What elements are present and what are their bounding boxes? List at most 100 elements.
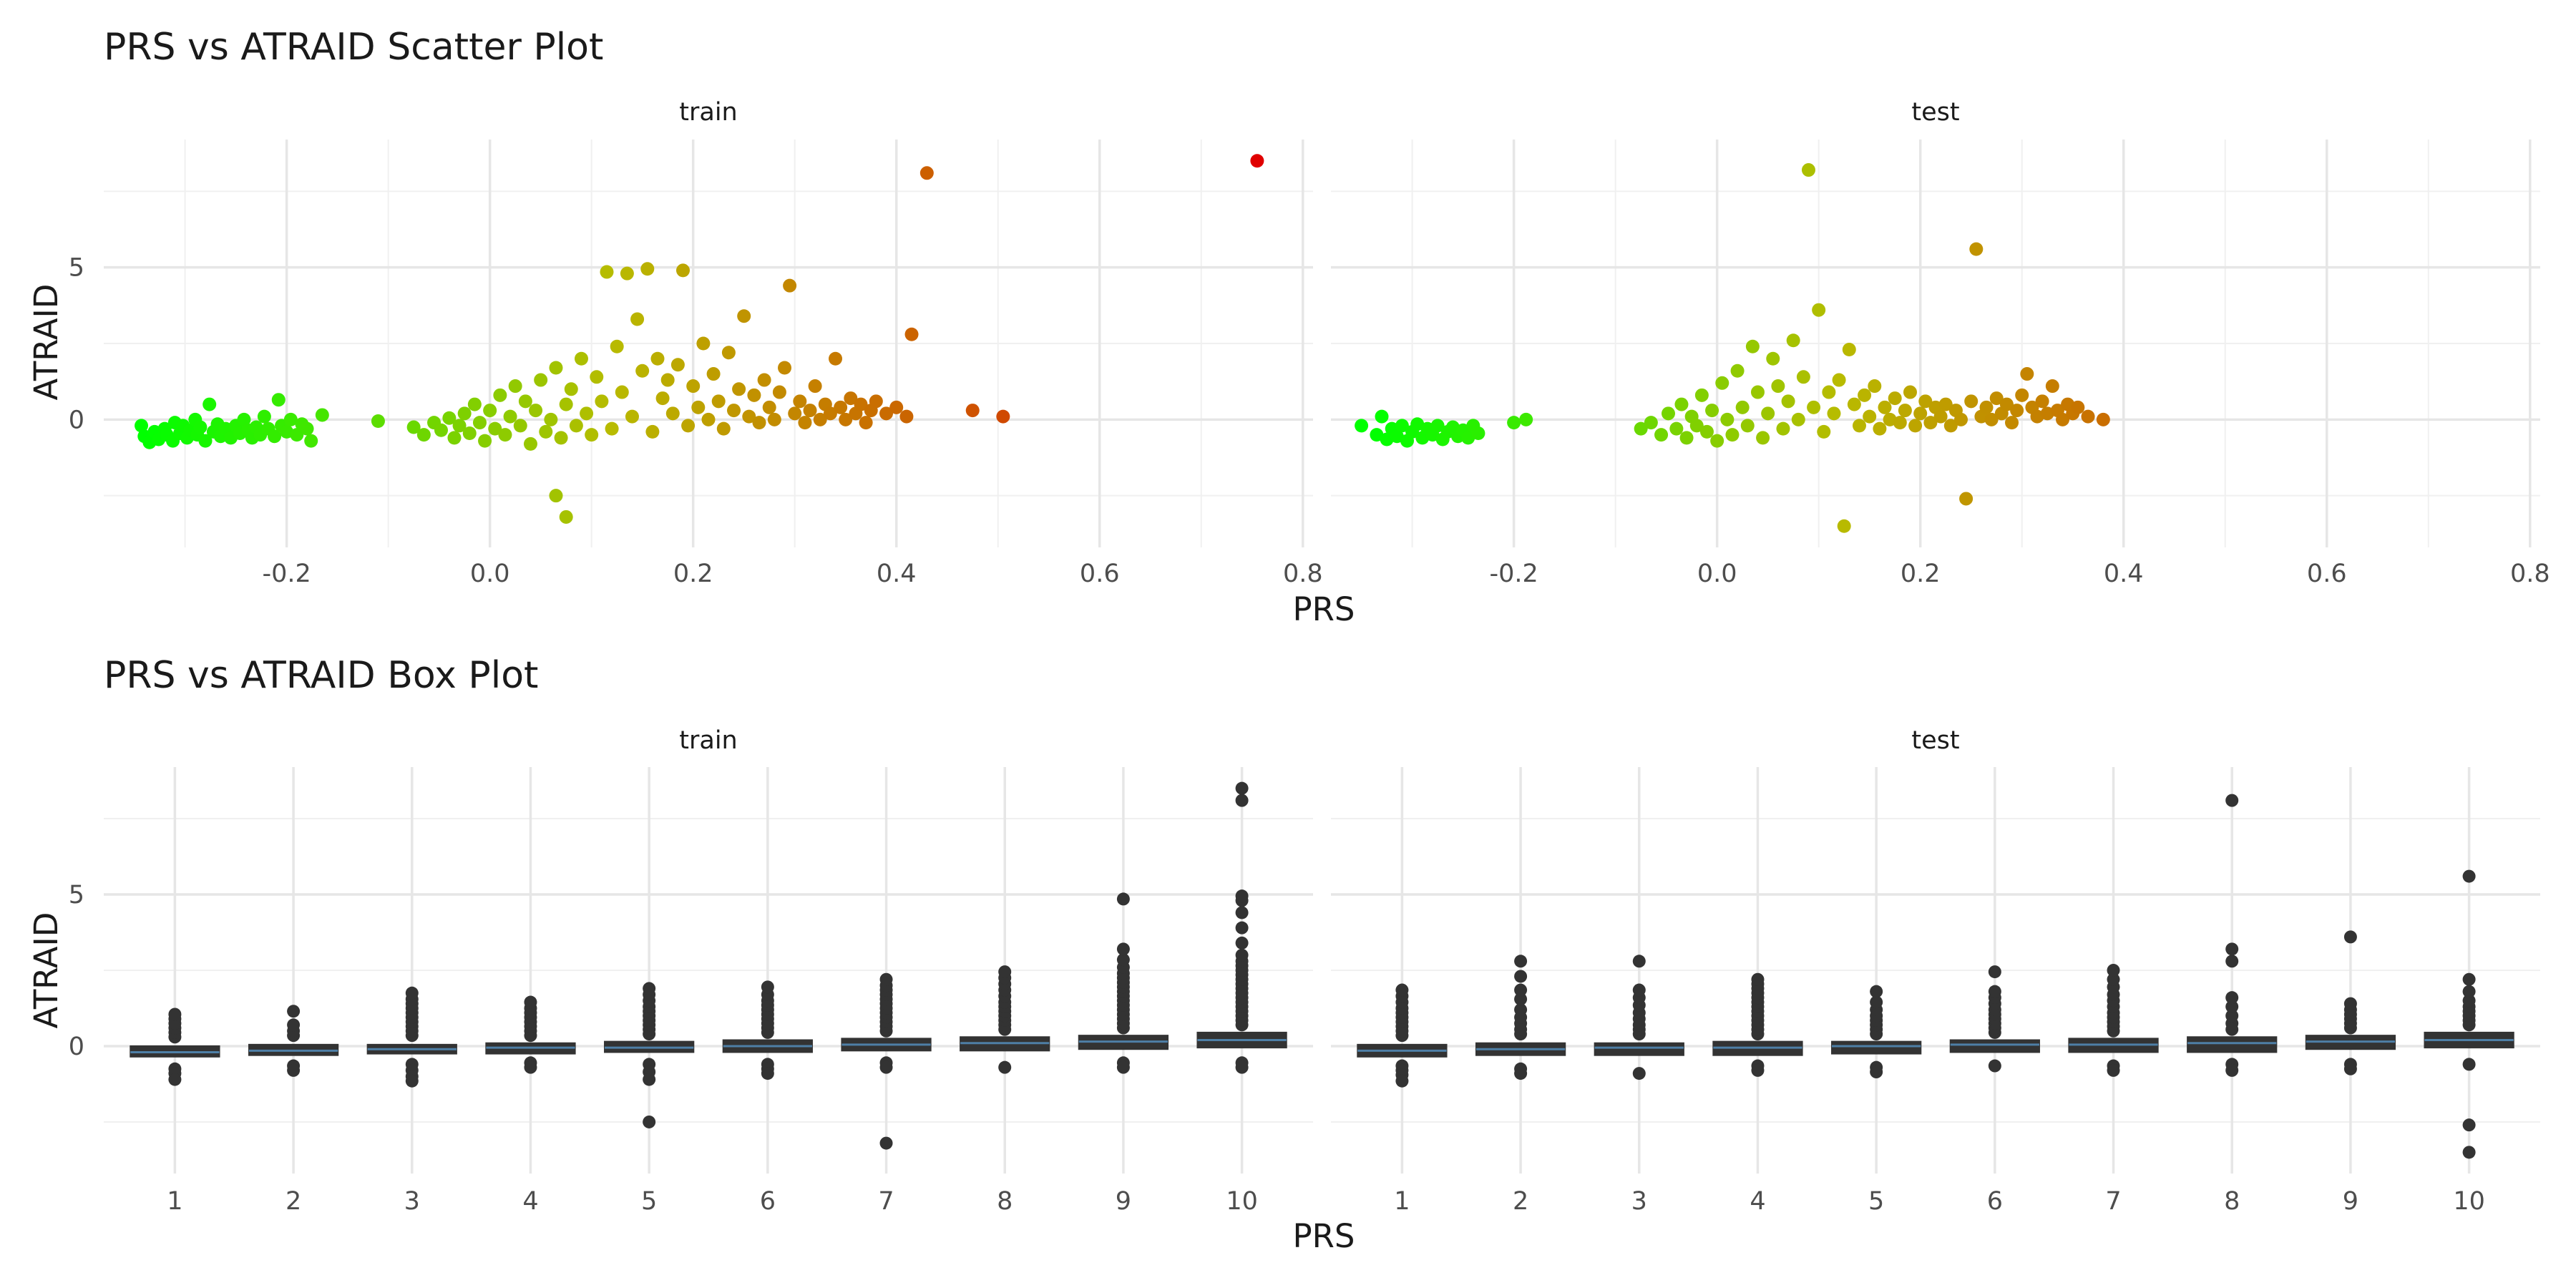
scatter-point bbox=[2071, 400, 2085, 414]
scatter-point bbox=[1745, 339, 1760, 353]
box-facet-label-test: test bbox=[1911, 726, 1959, 755]
scatter-point bbox=[539, 424, 553, 439]
scatter-point bbox=[447, 431, 462, 445]
scatter-point bbox=[1984, 412, 1999, 426]
box-outlier-point bbox=[1514, 992, 1528, 1006]
scatter-point bbox=[1959, 492, 1974, 506]
scatter-point bbox=[549, 489, 563, 503]
scatter-point bbox=[1801, 163, 1815, 177]
scatter-point bbox=[559, 509, 573, 524]
box-outlier-point bbox=[287, 1005, 301, 1018]
scatter-point bbox=[1989, 391, 2004, 406]
box-outlier-point bbox=[879, 1060, 893, 1074]
scatter-point bbox=[503, 409, 517, 424]
scatter-point bbox=[706, 367, 721, 381]
box-outlier-point bbox=[879, 972, 893, 986]
box-x-tick-label: 4 bbox=[522, 1187, 538, 1216]
scatter-point bbox=[1964, 394, 1979, 409]
scatter-point bbox=[271, 393, 286, 407]
scatter-point bbox=[645, 424, 660, 439]
scatter-point bbox=[1776, 421, 1790, 436]
box-x-tick-label: 1 bbox=[1394, 1187, 1410, 1216]
box-x-tick-label: 7 bbox=[2105, 1187, 2121, 1216]
box-x-tick-label: 10 bbox=[2453, 1187, 2485, 1216]
scatter-point bbox=[727, 404, 741, 418]
box-x-tick-label: 3 bbox=[404, 1187, 420, 1216]
scatter-point bbox=[2035, 394, 2049, 409]
scatter-point bbox=[580, 406, 594, 421]
scatter-point bbox=[1918, 394, 1933, 409]
box-x-tick-label: 7 bbox=[878, 1187, 894, 1216]
scatter-point bbox=[1999, 397, 2014, 411]
scatter-y-axis-label: ATRAID bbox=[27, 284, 65, 401]
scatter-point bbox=[257, 409, 271, 424]
scatter-point bbox=[1750, 385, 1765, 399]
box-outlier-point bbox=[2462, 1146, 2476, 1159]
box-y-tick-label: 5 bbox=[69, 881, 84, 909]
box-x-tick-label: 5 bbox=[1868, 1187, 1884, 1216]
scatter-point bbox=[1661, 406, 1675, 421]
scatter-point bbox=[513, 419, 527, 433]
box-outlier-point bbox=[405, 986, 419, 1000]
scatter-point bbox=[574, 351, 588, 366]
scatter-x-tick-label: 0.4 bbox=[877, 560, 917, 588]
scatter-point bbox=[711, 394, 726, 409]
box-outlier-point bbox=[2225, 955, 2239, 968]
box-test-3 bbox=[1594, 1042, 1684, 1056]
scatter-point bbox=[462, 426, 477, 440]
scatter-point bbox=[1832, 373, 1846, 387]
scatter-point bbox=[1395, 419, 1409, 433]
scatter-point bbox=[1644, 416, 1658, 430]
scatter-point bbox=[859, 416, 873, 430]
scatter-point bbox=[442, 411, 457, 425]
scatter-point bbox=[1370, 428, 1384, 442]
scatter-point bbox=[237, 412, 251, 426]
box-outlier-point bbox=[2462, 1118, 2476, 1132]
scatter-x-tick-label: 0.6 bbox=[2307, 560, 2347, 588]
box-outlier-point bbox=[1395, 1074, 1409, 1088]
scatter-x-tick-label: 0.2 bbox=[1901, 560, 1941, 588]
box-outlier-point bbox=[2225, 942, 2239, 956]
scatter-point bbox=[1507, 416, 1521, 430]
scatter-point bbox=[559, 397, 573, 411]
box-outlier-point bbox=[643, 982, 656, 995]
scatter-point bbox=[691, 400, 706, 414]
box-outlier-point bbox=[1514, 955, 1528, 968]
scatter-point bbox=[518, 394, 532, 409]
scatter-point bbox=[767, 412, 781, 426]
box-outlier-point bbox=[2343, 997, 2357, 1010]
box-outlier-point bbox=[1751, 1063, 1765, 1077]
scatter-point bbox=[1679, 431, 1694, 445]
scatter-point bbox=[854, 397, 868, 411]
box-outlier-point bbox=[1235, 948, 1249, 962]
scatter-point bbox=[701, 412, 716, 426]
scatter-point bbox=[2096, 412, 2110, 426]
box-outlier-point bbox=[998, 1060, 1012, 1074]
box-outlier-point bbox=[1116, 1060, 1130, 1074]
scatter-point bbox=[1710, 434, 1724, 448]
box-outlier-point bbox=[2343, 1062, 2357, 1075]
scatter-point bbox=[2010, 404, 2024, 418]
scatter-point bbox=[406, 420, 421, 434]
scatter-x-tick-label: -0.2 bbox=[1489, 560, 1538, 588]
box-title: PRS vs ATRAID Box Plot bbox=[104, 654, 538, 697]
scatter-point bbox=[798, 416, 812, 430]
box-test-8 bbox=[2187, 1036, 2278, 1053]
scatter-point bbox=[681, 419, 696, 433]
box-outlier-point bbox=[2107, 972, 2120, 986]
scatter-point bbox=[1791, 412, 1805, 426]
scatter-point bbox=[1654, 428, 1669, 442]
scatter-point bbox=[1720, 412, 1735, 426]
scatter-point bbox=[757, 373, 771, 387]
scatter-point bbox=[544, 412, 558, 426]
scatter-point bbox=[1954, 412, 1968, 426]
scatter-point bbox=[1730, 364, 1745, 378]
box-outlier-point bbox=[1870, 1065, 1883, 1078]
box-outlier-point bbox=[2225, 1063, 2239, 1077]
box-x-tick-label: 8 bbox=[997, 1187, 1013, 1216]
box-outlier-point bbox=[2107, 964, 2120, 977]
box-x-tick-label: 8 bbox=[2224, 1187, 2240, 1216]
scatter-point bbox=[549, 361, 563, 375]
scatter-point bbox=[300, 421, 314, 436]
scatter-point bbox=[488, 421, 502, 436]
